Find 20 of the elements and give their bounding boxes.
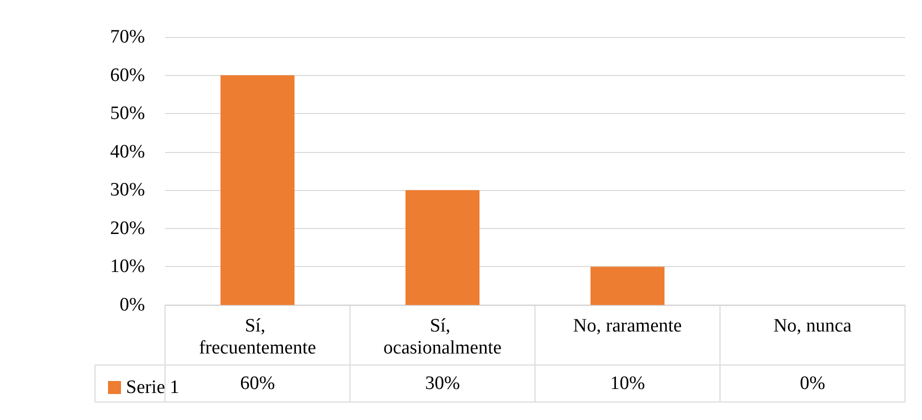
data-label: 30% [425,373,460,394]
y-tick-label: 20% [110,218,146,239]
x-tick-label: Sí, ocasionalmente [383,316,502,358]
data-label: 60% [240,373,276,394]
y-tick-label: 50% [110,103,146,124]
legend-label: Serie 1 [126,377,180,398]
x-tick-label: No, nunca [773,316,852,336]
y-tick-label: 10% [110,256,146,278]
bar [220,75,294,305]
x-tick-label: Sí, frecuentemente [198,316,316,358]
data-label: 10% [610,373,646,394]
bar [590,266,664,305]
x-tick-label: No, raramente [573,316,682,336]
y-tick-label: 60% [110,64,146,86]
y-tick-label: 0% [120,294,146,316]
y-tick-label: 30% [110,180,146,201]
bar [406,190,480,305]
data-label: 0% [800,373,826,394]
y-tick-label: 40% [110,141,146,162]
y-tick-label: 70% [110,26,146,48]
